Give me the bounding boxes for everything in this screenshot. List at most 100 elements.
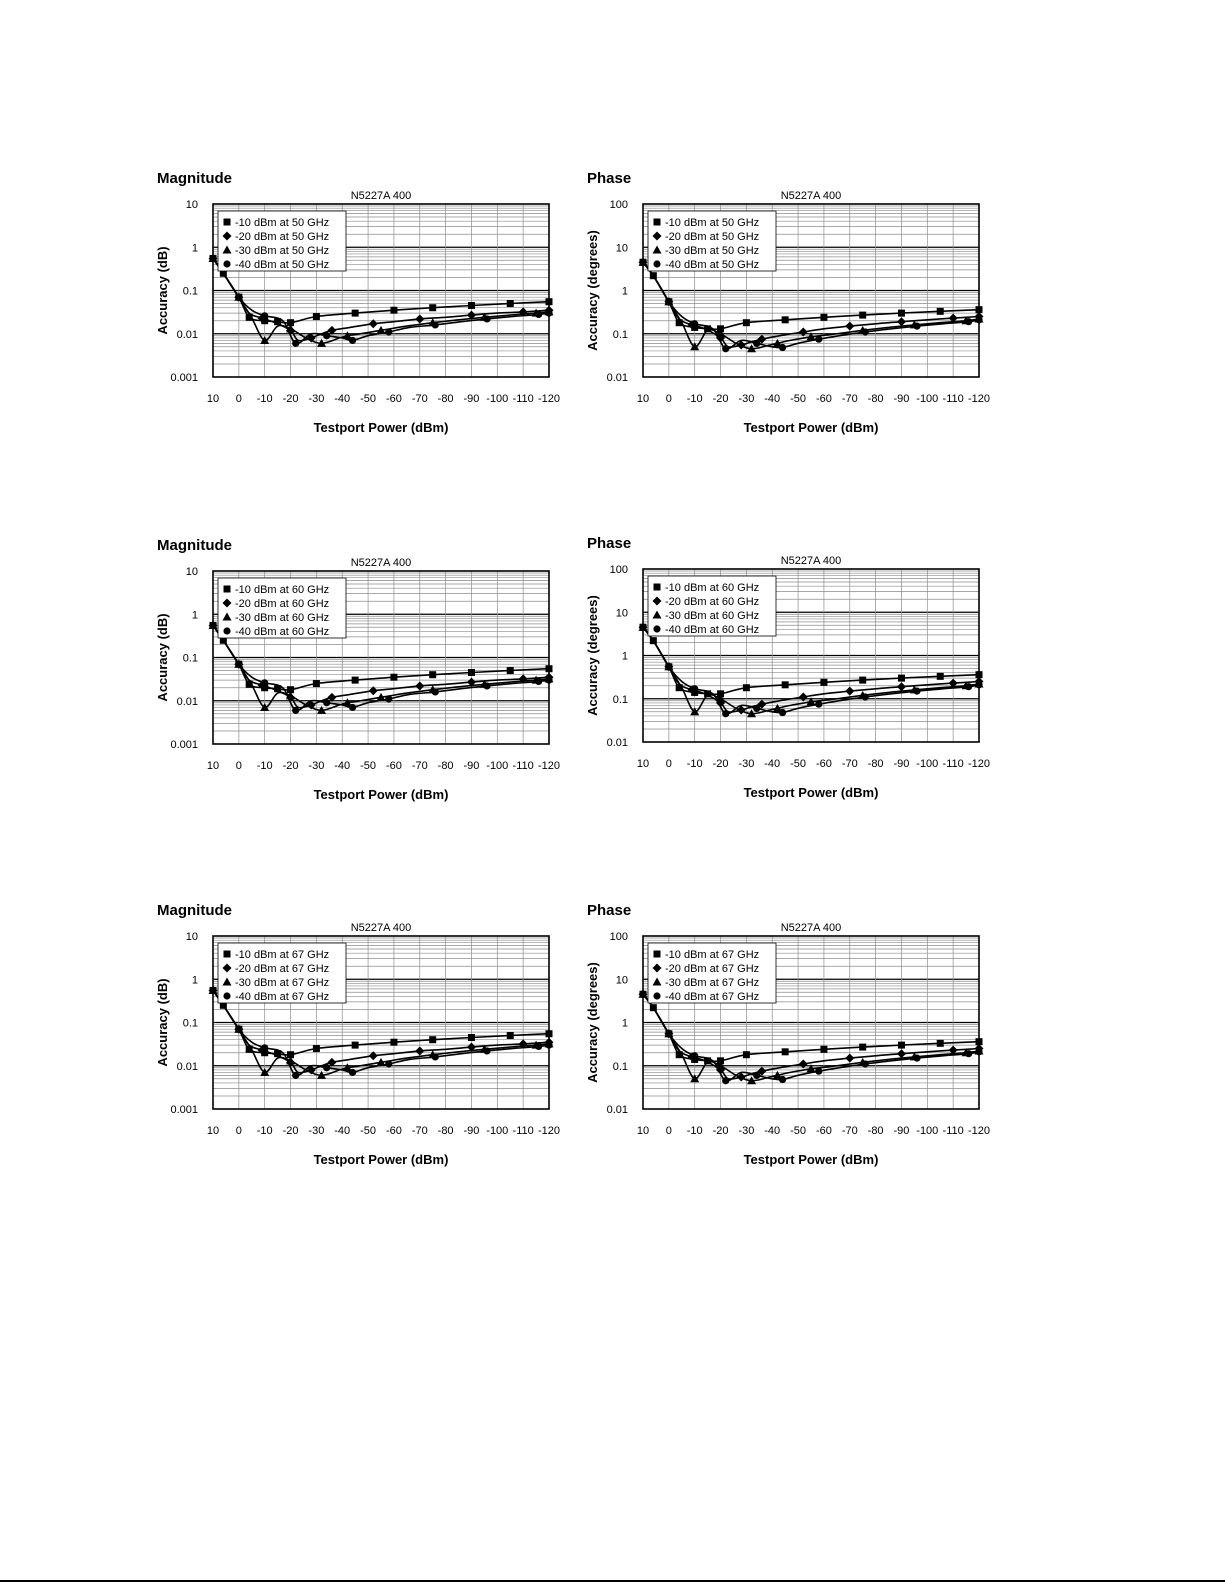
x-tick-label: -110 [513, 393, 534, 405]
data-point [261, 312, 269, 320]
y-tick-label: 1 [192, 609, 198, 621]
legend-entry: -20 dBm at 50 GHz [665, 231, 759, 243]
data-point [287, 1051, 295, 1059]
data-point [722, 345, 730, 353]
y-tick-label: 0.1 [183, 1018, 198, 1030]
plot-frame [212, 935, 550, 1110]
data-point [317, 338, 327, 347]
panel-heading: Phase [587, 170, 632, 187]
plot-frame [212, 203, 550, 378]
data-point [798, 1059, 808, 1069]
panel-heading: Phase [587, 535, 632, 552]
x-tick-label: 0 [236, 760, 242, 772]
legend-marker [223, 585, 231, 593]
legend-marker [653, 625, 661, 633]
legend-box [217, 942, 347, 1004]
data-point [467, 301, 475, 309]
legend-entry: -10 dBm at 50 GHz [235, 217, 329, 229]
legend-marker [652, 977, 662, 986]
data-point [261, 317, 269, 325]
data-point [722, 710, 730, 718]
data-point [351, 309, 359, 317]
x-tick-label: -110 [513, 1125, 534, 1137]
y-axis-label: Accuracy (dB) [155, 246, 170, 334]
data-point [639, 623, 647, 631]
x-tick-label: -70 [412, 393, 428, 405]
x-tick-label: -50 [790, 393, 806, 405]
x-tick-label: -30 [738, 758, 754, 770]
legend-marker [652, 231, 662, 241]
data-point [845, 686, 855, 696]
data-point [815, 335, 823, 343]
chart-panel-magnitude-60ghz: Magnitude N5227A 400 10 1 0.1 0.01 0.001 10 0 -1… [155, 537, 577, 812]
legend-marker [653, 218, 661, 226]
x-tick-label: -20 [713, 1125, 729, 1137]
x-tick-label: -40 [764, 393, 780, 405]
data-point [861, 693, 869, 701]
data-point [274, 1050, 282, 1058]
legend-box [217, 577, 347, 639]
x-tick-label: -100 [916, 1125, 938, 1137]
data-point [348, 1068, 357, 1077]
data-point [665, 1030, 673, 1038]
data-point [327, 692, 337, 702]
data-point [467, 1033, 475, 1041]
x-tick-label: -10 [687, 758, 703, 770]
x-tick-label: -80 [868, 758, 884, 770]
data-point [704, 690, 712, 698]
data-point [975, 1038, 983, 1046]
data-point [323, 699, 331, 707]
x-tick-label: -120 [968, 1125, 990, 1137]
x-axis-label: Testport Power (dBm) [744, 420, 879, 435]
data-point [327, 1057, 337, 1067]
y-tick-label: 10 [616, 974, 628, 986]
data-point [245, 313, 253, 321]
x-tick-label: -90 [464, 393, 480, 405]
x-tick-label: -50 [790, 758, 806, 770]
chart-panel-phase-60ghz: Phase N5227A 400 100 10 1 0.1 0.01 10 0 -10 -20 -3… [585, 535, 1007, 810]
x-tick-label: 0 [666, 1125, 672, 1137]
data-point [235, 293, 243, 301]
data-point [261, 679, 269, 687]
data-point [896, 317, 906, 327]
data-point [342, 1063, 352, 1072]
data-point [675, 684, 683, 692]
legend-box [217, 210, 347, 272]
data-point [429, 671, 437, 679]
legend-box [647, 210, 777, 272]
x-tick-label: -100 [916, 393, 938, 405]
y-tick-label: 100 [610, 564, 628, 576]
data-point [466, 677, 476, 687]
legend-entry: -40 dBm at 50 GHz [235, 259, 329, 271]
x-tick-label: 0 [236, 1125, 242, 1137]
data-point [390, 306, 398, 314]
legend-entry: -30 dBm at 50 GHz [235, 245, 329, 257]
legend-entry: -40 dBm at 60 GHz [665, 624, 759, 636]
legend-entry: -20 dBm at 60 GHz [235, 598, 329, 610]
y-tick-label: 0.01 [607, 372, 628, 384]
y-tick-label: 0.01 [177, 696, 198, 708]
data-point [390, 673, 398, 681]
data-point [717, 690, 725, 698]
data-point [274, 685, 282, 693]
data-point [897, 309, 905, 317]
x-tick-label: -80 [438, 393, 454, 405]
legend-marker [652, 963, 662, 973]
data-point [820, 678, 828, 686]
y-axis-label: Accuracy (degrees) [585, 595, 600, 716]
x-tick-label: -90 [464, 1125, 480, 1137]
legend: -10 dBm at 60 GHz -20 dBm at 60 GHz -30 dB… [647, 575, 777, 637]
x-tick-label: -30 [308, 760, 324, 772]
y-axis-label: Accuracy (dB) [155, 978, 170, 1066]
y-axis-label: Accuracy (degrees) [585, 962, 600, 1083]
y-tick-label: 0.01 [177, 329, 198, 341]
legend-box [647, 942, 777, 1004]
legend-entry: -10 dBm at 60 GHz [235, 584, 329, 596]
x-tick-label: -70 [842, 1125, 858, 1137]
x-tick-label: -50 [360, 1125, 376, 1137]
data-point [781, 1048, 789, 1056]
data-point [342, 331, 352, 340]
data-point [292, 339, 300, 347]
x-axis-ticks: 10 0 -10 -20 -30 -40 -50 -60 -70 -80 -90 -100 -110 -1… [637, 393, 990, 405]
